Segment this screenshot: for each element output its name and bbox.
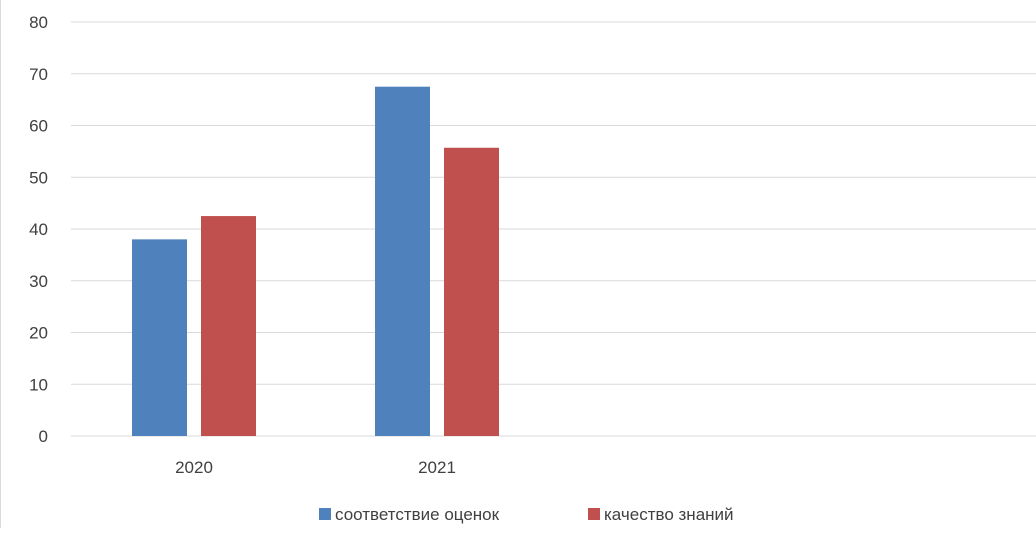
y-tick-label: 60 bbox=[29, 117, 48, 136]
y-tick-label: 10 bbox=[29, 375, 48, 394]
bars bbox=[132, 86, 499, 436]
y-tick-label: 50 bbox=[29, 168, 48, 187]
bar-series1 bbox=[375, 86, 430, 436]
bar-series1 bbox=[132, 239, 187, 436]
y-tick-label: 0 bbox=[39, 427, 48, 446]
y-tick-label: 80 bbox=[29, 13, 48, 32]
legend-label: качество знаний bbox=[604, 505, 734, 524]
legend-swatch bbox=[588, 508, 600, 520]
y-tick-label: 20 bbox=[29, 324, 48, 343]
x-tick-label: 2021 bbox=[418, 458, 456, 477]
legend: соответствие оценок качество знаний bbox=[319, 505, 734, 524]
bar-series2 bbox=[201, 216, 256, 436]
y-tick-label: 70 bbox=[29, 65, 48, 84]
legend-swatch bbox=[319, 508, 331, 520]
x-tick-label: 2020 bbox=[175, 458, 213, 477]
bar-series2 bbox=[444, 147, 499, 436]
y-axis-ticks: 0 10 20 30 40 50 60 70 80 bbox=[29, 13, 48, 446]
y-tick-label: 30 bbox=[29, 272, 48, 291]
x-axis-ticks: 2020 2021 bbox=[175, 458, 456, 477]
legend-label: соответствие оценок bbox=[335, 505, 500, 524]
y-tick-label: 40 bbox=[29, 220, 48, 239]
